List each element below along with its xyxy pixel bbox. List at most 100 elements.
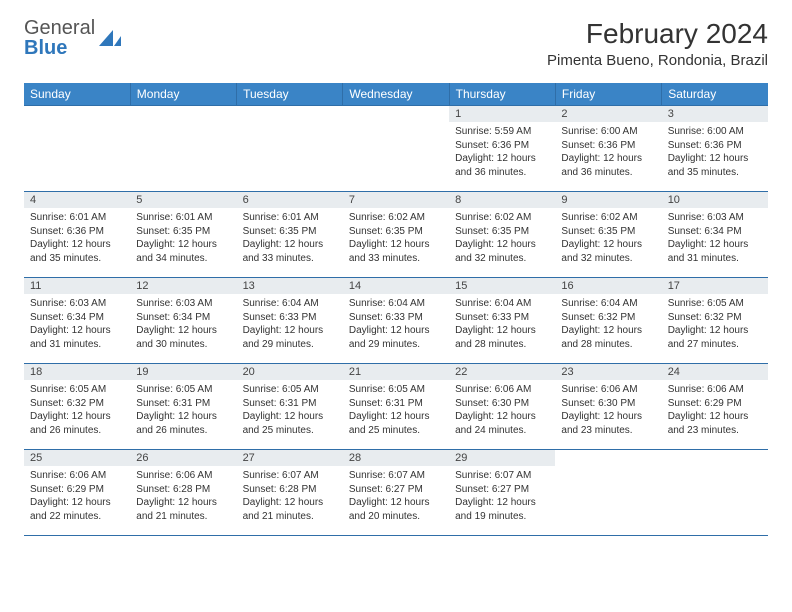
day-cell [343, 106, 449, 192]
dow-friday: Friday [555, 83, 661, 106]
week-row: 4Sunrise: 6:01 AMSunset: 6:36 PMDaylight… [24, 192, 768, 278]
day-details: Sunrise: 6:01 AMSunset: 6:36 PMDaylight:… [24, 208, 130, 269]
day-details: Sunrise: 5:59 AMSunset: 6:36 PMDaylight:… [449, 122, 555, 183]
day-cell: 26Sunrise: 6:06 AMSunset: 6:28 PMDayligh… [130, 450, 236, 536]
day-number: 11 [24, 278, 130, 294]
day-cell: 20Sunrise: 6:05 AMSunset: 6:31 PMDayligh… [237, 364, 343, 450]
day-cell: 17Sunrise: 6:05 AMSunset: 6:32 PMDayligh… [662, 278, 768, 364]
day-cell: 14Sunrise: 6:04 AMSunset: 6:33 PMDayligh… [343, 278, 449, 364]
day-cell: 15Sunrise: 6:04 AMSunset: 6:33 PMDayligh… [449, 278, 555, 364]
day-details: Sunrise: 6:03 AMSunset: 6:34 PMDaylight:… [130, 294, 236, 355]
day-number: 28 [343, 450, 449, 466]
day-number: 29 [449, 450, 555, 466]
location: Pimenta Bueno, Rondonia, Brazil [547, 52, 768, 69]
day-details: Sunrise: 6:06 AMSunset: 6:29 PMDaylight:… [24, 466, 130, 527]
day-number: 13 [237, 278, 343, 294]
header: General Blue February 2024 Pimenta Bueno… [24, 18, 768, 69]
day-details: Sunrise: 6:02 AMSunset: 6:35 PMDaylight:… [449, 208, 555, 269]
day-number: 19 [130, 364, 236, 380]
day-cell [555, 450, 661, 536]
day-details: Sunrise: 6:04 AMSunset: 6:33 PMDaylight:… [343, 294, 449, 355]
day-cell: 21Sunrise: 6:05 AMSunset: 6:31 PMDayligh… [343, 364, 449, 450]
day-cell [24, 106, 130, 192]
day-details: Sunrise: 6:02 AMSunset: 6:35 PMDaylight:… [555, 208, 661, 269]
day-details: Sunrise: 6:00 AMSunset: 6:36 PMDaylight:… [555, 122, 661, 183]
day-number: 3 [662, 106, 768, 122]
day-number: 5 [130, 192, 236, 208]
day-cell: 24Sunrise: 6:06 AMSunset: 6:29 PMDayligh… [662, 364, 768, 450]
day-cell: 6Sunrise: 6:01 AMSunset: 6:35 PMDaylight… [237, 192, 343, 278]
day-details: Sunrise: 6:06 AMSunset: 6:29 PMDaylight:… [662, 380, 768, 441]
day-cell: 29Sunrise: 6:07 AMSunset: 6:27 PMDayligh… [449, 450, 555, 536]
day-details: Sunrise: 6:03 AMSunset: 6:34 PMDaylight:… [662, 208, 768, 269]
day-number: 16 [555, 278, 661, 294]
day-cell [237, 106, 343, 192]
day-number: 15 [449, 278, 555, 294]
day-cell: 7Sunrise: 6:02 AMSunset: 6:35 PMDaylight… [343, 192, 449, 278]
day-details: Sunrise: 6:07 AMSunset: 6:27 PMDaylight:… [343, 466, 449, 527]
month-title: February 2024 [547, 18, 768, 50]
day-details: Sunrise: 6:05 AMSunset: 6:31 PMDaylight:… [343, 380, 449, 441]
day-details: Sunrise: 6:01 AMSunset: 6:35 PMDaylight:… [130, 208, 236, 269]
day-cell: 23Sunrise: 6:06 AMSunset: 6:30 PMDayligh… [555, 364, 661, 450]
day-details: Sunrise: 6:04 AMSunset: 6:32 PMDaylight:… [555, 294, 661, 355]
day-number: 2 [555, 106, 661, 122]
day-details: Sunrise: 6:07 AMSunset: 6:28 PMDaylight:… [237, 466, 343, 527]
week-row: 25Sunrise: 6:06 AMSunset: 6:29 PMDayligh… [24, 450, 768, 536]
dow-wednesday: Wednesday [343, 83, 449, 106]
day-cell: 22Sunrise: 6:06 AMSunset: 6:30 PMDayligh… [449, 364, 555, 450]
day-cell: 13Sunrise: 6:04 AMSunset: 6:33 PMDayligh… [237, 278, 343, 364]
brand-line2: Blue [24, 38, 95, 58]
day-details: Sunrise: 6:05 AMSunset: 6:32 PMDaylight:… [24, 380, 130, 441]
week-row: 18Sunrise: 6:05 AMSunset: 6:32 PMDayligh… [24, 364, 768, 450]
day-details: Sunrise: 6:07 AMSunset: 6:27 PMDaylight:… [449, 466, 555, 527]
day-number: 17 [662, 278, 768, 294]
day-cell: 18Sunrise: 6:05 AMSunset: 6:32 PMDayligh… [24, 364, 130, 450]
day-details: Sunrise: 6:05 AMSunset: 6:32 PMDaylight:… [662, 294, 768, 355]
day-number: 8 [449, 192, 555, 208]
day-cell [662, 450, 768, 536]
day-cell: 4Sunrise: 6:01 AMSunset: 6:36 PMDaylight… [24, 192, 130, 278]
brand-logo: General Blue [24, 18, 121, 58]
dow-row: SundayMondayTuesdayWednesdayThursdayFrid… [24, 83, 768, 106]
day-cell: 5Sunrise: 6:01 AMSunset: 6:35 PMDaylight… [130, 192, 236, 278]
week-row: 11Sunrise: 6:03 AMSunset: 6:34 PMDayligh… [24, 278, 768, 364]
day-number: 14 [343, 278, 449, 294]
day-cell: 25Sunrise: 6:06 AMSunset: 6:29 PMDayligh… [24, 450, 130, 536]
day-details: Sunrise: 6:04 AMSunset: 6:33 PMDaylight:… [449, 294, 555, 355]
calendar-table: SundayMondayTuesdayWednesdayThursdayFrid… [24, 83, 768, 536]
dow-sunday: Sunday [24, 83, 130, 106]
day-cell: 28Sunrise: 6:07 AMSunset: 6:27 PMDayligh… [343, 450, 449, 536]
day-details: Sunrise: 6:00 AMSunset: 6:36 PMDaylight:… [662, 122, 768, 183]
day-number: 1 [449, 106, 555, 122]
day-number: 23 [555, 364, 661, 380]
day-cell: 27Sunrise: 6:07 AMSunset: 6:28 PMDayligh… [237, 450, 343, 536]
day-number: 12 [130, 278, 236, 294]
day-number: 4 [24, 192, 130, 208]
day-details: Sunrise: 6:05 AMSunset: 6:31 PMDaylight:… [130, 380, 236, 441]
dow-tuesday: Tuesday [237, 83, 343, 106]
day-number: 20 [237, 364, 343, 380]
day-details: Sunrise: 6:06 AMSunset: 6:30 PMDaylight:… [449, 380, 555, 441]
day-number: 18 [24, 364, 130, 380]
sail-icon [99, 30, 121, 46]
day-number: 10 [662, 192, 768, 208]
brand-line1: General [24, 18, 95, 38]
day-details: Sunrise: 6:02 AMSunset: 6:35 PMDaylight:… [343, 208, 449, 269]
week-row: 1Sunrise: 5:59 AMSunset: 6:36 PMDaylight… [24, 106, 768, 192]
day-details: Sunrise: 6:04 AMSunset: 6:33 PMDaylight:… [237, 294, 343, 355]
day-cell: 10Sunrise: 6:03 AMSunset: 6:34 PMDayligh… [662, 192, 768, 278]
day-cell: 2Sunrise: 6:00 AMSunset: 6:36 PMDaylight… [555, 106, 661, 192]
day-details: Sunrise: 6:06 AMSunset: 6:30 PMDaylight:… [555, 380, 661, 441]
title-block: February 2024 Pimenta Bueno, Rondonia, B… [547, 18, 768, 69]
day-number: 21 [343, 364, 449, 380]
dow-thursday: Thursday [449, 83, 555, 106]
day-details: Sunrise: 6:05 AMSunset: 6:31 PMDaylight:… [237, 380, 343, 441]
day-number: 22 [449, 364, 555, 380]
day-details: Sunrise: 6:01 AMSunset: 6:35 PMDaylight:… [237, 208, 343, 269]
day-cell: 16Sunrise: 6:04 AMSunset: 6:32 PMDayligh… [555, 278, 661, 364]
day-number: 27 [237, 450, 343, 466]
day-number: 24 [662, 364, 768, 380]
day-number: 9 [555, 192, 661, 208]
dow-saturday: Saturday [662, 83, 768, 106]
